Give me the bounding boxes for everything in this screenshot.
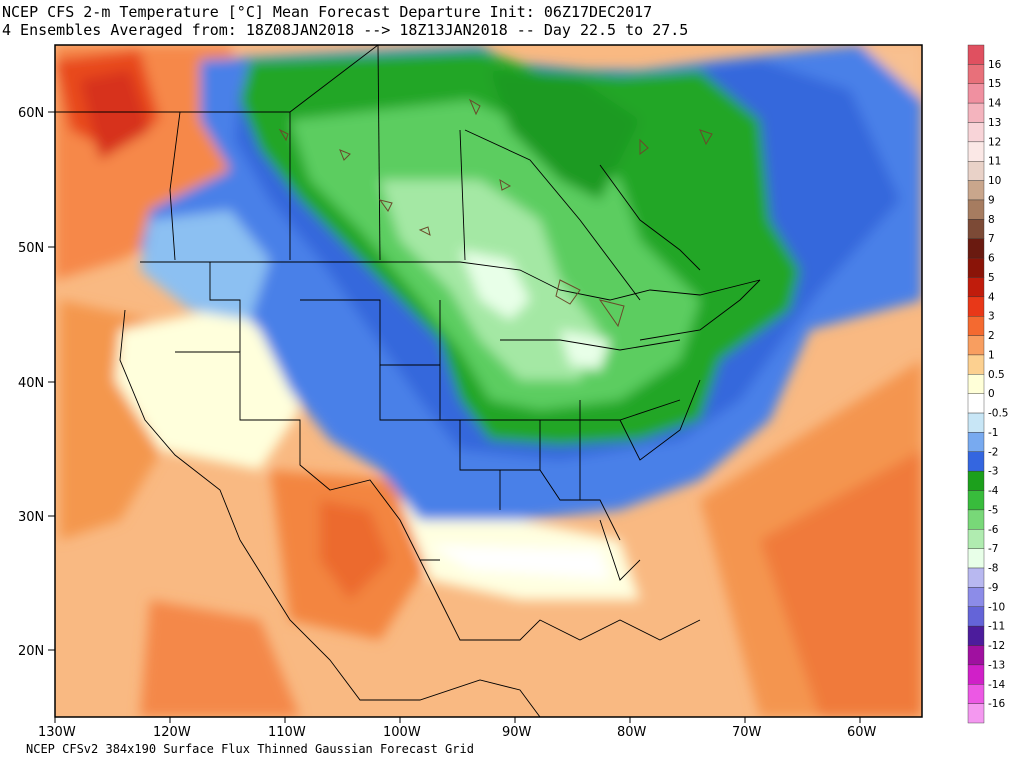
colorbar-label: -3 (988, 466, 998, 478)
lon-label: 120W (153, 725, 191, 740)
colorbar-label: 11 (988, 156, 1001, 168)
colorbar-swatch (967, 645, 985, 666)
colorbar-label: -10 (988, 601, 1005, 613)
colorbar-swatch (967, 529, 985, 549)
lakes (278, 98, 713, 328)
lat-label: 50N (18, 241, 44, 256)
colorbar-swatch (967, 393, 985, 414)
colorbar-swatch (967, 625, 985, 646)
lat-label: 60N (18, 106, 44, 121)
colorbar-swatch (967, 374, 985, 394)
colorbar-label: -4 (988, 485, 999, 497)
colorbar-swatch (967, 684, 985, 704)
lat-label: 30N (18, 510, 44, 525)
colorbar-label: -1 (988, 427, 998, 439)
colorbar-swatch (967, 567, 985, 588)
lon-label: 80W (617, 725, 647, 740)
colorbar-label: 8 (988, 214, 995, 226)
colorbar-label: -12 (988, 640, 1005, 652)
colorbar-swatch (967, 664, 985, 685)
colorbar-label: 2 (988, 330, 995, 342)
colorbar-label: 0.5 (988, 369, 1005, 381)
colorbar-swatch (967, 44, 985, 65)
colorbar-label: -7 (988, 543, 998, 555)
colorbar-swatch (967, 451, 985, 472)
colorbar-swatch (967, 296, 985, 317)
colorbar-label: -13 (988, 659, 1005, 671)
colorbar-swatch (967, 470, 985, 491)
grid-footnote: NCEP CFSv2 384x190 Surface Flux Thinned … (26, 742, 474, 756)
colorbar-label: 14 (988, 98, 1002, 110)
colorbar-swatch (967, 587, 985, 607)
colorbar-label: 16 (988, 59, 1002, 71)
colorbar-swatch (967, 277, 985, 298)
colorbar-label: 1 (988, 349, 995, 361)
lon-label: 60W (847, 725, 877, 740)
colorbar-swatch (967, 354, 985, 375)
colorbar-swatch (967, 335, 985, 356)
colorbar-label: 10 (988, 175, 1001, 187)
lon-label: 110W (268, 725, 306, 740)
lon-label: 70W (732, 725, 762, 740)
colorbar-label: 4 (988, 291, 995, 303)
map-title-line2: 4 Ensembles Averaged from: 18Z08JAN2018 … (2, 21, 689, 39)
colorbar-swatch (967, 83, 985, 104)
colorbar-swatch (967, 122, 985, 143)
colorbar-swatch (967, 180, 985, 201)
colorbar-label: 15 (988, 78, 1001, 90)
colorbar-label: 6 (988, 253, 995, 265)
colorbar-swatch (967, 141, 985, 162)
colorbar-swatch (967, 102, 985, 123)
colorbar-label: -16 (988, 698, 1005, 710)
colorbar-swatch (967, 606, 985, 627)
lat-label: 20N (18, 644, 44, 659)
colorbar-swatch (967, 432, 985, 452)
lon-label: 130W (38, 725, 76, 740)
colorbar-swatch (967, 509, 985, 530)
colorbar-label: 7 (988, 233, 995, 245)
colorbar-swatch (967, 199, 985, 220)
lat-label: 40N (18, 376, 44, 391)
lon-label: 100W (383, 725, 421, 740)
colorbar-swatch (967, 412, 985, 433)
colorbar-swatch (967, 257, 985, 278)
colorbar-label: 3 (988, 311, 995, 323)
colorbar-swatch (967, 703, 985, 724)
colorbar-label: 5 (988, 272, 995, 284)
colorbar-label: 13 (988, 117, 1001, 129)
colorbar-swatch (967, 316, 985, 336)
colorbar-label: -14 (988, 679, 1005, 691)
map-field (55, 45, 922, 717)
map-title-line1: NCEP CFS 2-m Temperature [°C] Mean Forec… (2, 3, 653, 21)
lon-label: 90W (502, 725, 532, 740)
colorbar-label: -11 (988, 621, 1005, 633)
colorbar-swatch (967, 161, 985, 181)
colorbar-swatch (967, 64, 985, 84)
map-frame (54, 44, 923, 718)
colorbar-swatch (967, 238, 985, 259)
colorbar-label: 0 (988, 388, 995, 400)
colorbar-label: -9 (988, 582, 998, 594)
longitude-axis: 130W 120W 110W 100W 90W 80W 70W 60W (38, 717, 877, 740)
colorbar-label: 9 (988, 194, 995, 206)
colorbar-label: -2 (988, 446, 998, 458)
colorbar-swatch (967, 548, 985, 569)
latitude-axis: 60N 50N 40N 30N 20N (18, 106, 55, 659)
colorbar-label: 12 (988, 136, 1001, 148)
colorbar-label: -6 (988, 524, 999, 536)
colorbar-swatch (967, 490, 985, 511)
colorbar-label: -5 (988, 504, 998, 516)
political-boundaries (55, 45, 761, 717)
colorbar-legend: 16 15 14 13 12 11 10 9 8 7 6 5 4 3 2 1 0.5 0 -0.5 -1 -2 -3 -4 -… (967, 44, 1009, 724)
colorbar-label: -8 (988, 563, 998, 575)
colorbar-swatch (967, 219, 985, 239)
colorbar-label: -0.5 (988, 408, 1009, 420)
